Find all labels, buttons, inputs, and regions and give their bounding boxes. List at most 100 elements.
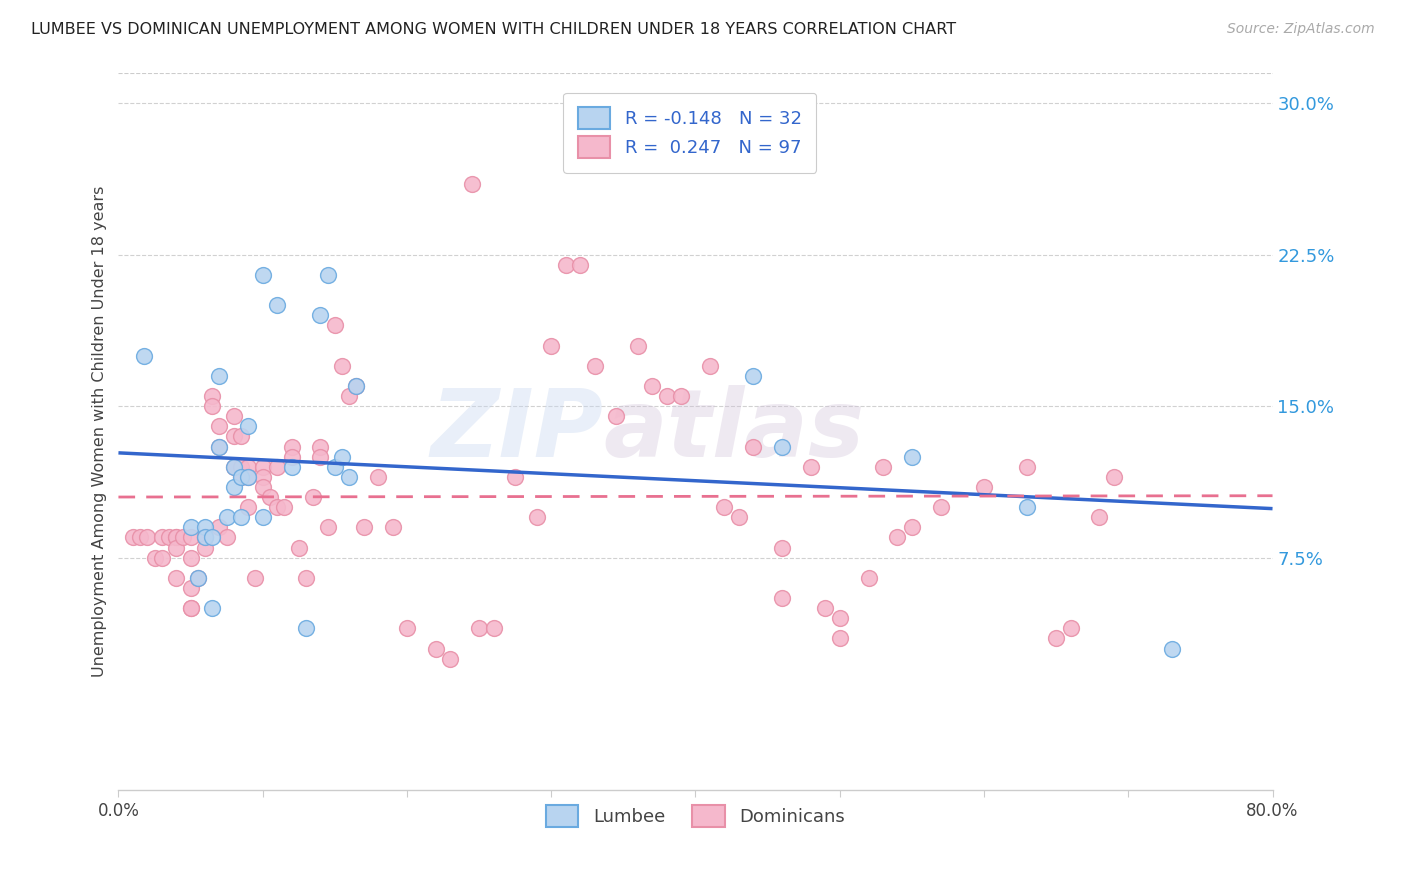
Point xyxy=(503,470,526,484)
Point xyxy=(468,621,491,635)
Point xyxy=(337,389,360,403)
Point xyxy=(187,571,209,585)
Point xyxy=(605,409,627,424)
Point xyxy=(194,541,217,555)
Point xyxy=(238,459,260,474)
Point xyxy=(929,500,952,515)
Point xyxy=(180,550,202,565)
Point xyxy=(309,440,332,454)
Point xyxy=(222,459,245,474)
Point xyxy=(208,440,231,454)
Point xyxy=(129,531,152,545)
Point xyxy=(266,298,288,312)
Point xyxy=(194,531,217,545)
Point xyxy=(259,490,281,504)
Point xyxy=(180,601,202,615)
Point xyxy=(901,450,924,464)
Point xyxy=(1045,632,1067,646)
Point xyxy=(346,379,368,393)
Point xyxy=(330,450,353,464)
Point xyxy=(280,459,302,474)
Point xyxy=(316,520,339,534)
Point xyxy=(266,500,288,515)
Point xyxy=(973,480,995,494)
Point xyxy=(165,571,187,585)
Point xyxy=(554,258,576,272)
Point xyxy=(252,268,274,282)
Point xyxy=(367,470,389,484)
Point xyxy=(569,258,592,272)
Text: atlas: atlas xyxy=(603,385,865,477)
Point xyxy=(461,177,484,191)
Point xyxy=(302,490,325,504)
Point xyxy=(641,379,664,393)
Point xyxy=(266,459,288,474)
Point xyxy=(252,480,274,494)
Point xyxy=(215,531,238,545)
Point xyxy=(172,531,194,545)
Point xyxy=(150,531,173,545)
Point xyxy=(828,632,851,646)
Point xyxy=(222,409,245,424)
Point xyxy=(136,531,159,545)
Point xyxy=(180,601,202,615)
Point xyxy=(316,268,339,282)
Point xyxy=(323,459,346,474)
Point xyxy=(180,531,202,545)
Point xyxy=(583,359,606,373)
Point xyxy=(201,531,224,545)
Y-axis label: Unemployment Among Women with Children Under 18 years: Unemployment Among Women with Children U… xyxy=(93,186,107,677)
Point xyxy=(229,470,252,484)
Point xyxy=(194,531,217,545)
Point xyxy=(280,450,302,464)
Point xyxy=(295,571,318,585)
Point xyxy=(353,520,375,534)
Point xyxy=(346,379,368,393)
Point xyxy=(143,550,166,565)
Point xyxy=(201,601,224,615)
Point xyxy=(245,571,267,585)
Point xyxy=(814,601,837,615)
Point xyxy=(238,470,260,484)
Point xyxy=(208,368,231,383)
Point xyxy=(858,571,880,585)
Point xyxy=(770,591,793,605)
Point xyxy=(238,419,260,434)
Point xyxy=(655,389,678,403)
Point xyxy=(337,470,360,484)
Point xyxy=(627,338,650,352)
Point xyxy=(1160,641,1182,656)
Point xyxy=(165,531,187,545)
Point xyxy=(180,520,202,534)
Point xyxy=(727,510,749,524)
Point xyxy=(252,470,274,484)
Point xyxy=(215,510,238,524)
Point xyxy=(1059,621,1081,635)
Point xyxy=(439,651,461,665)
Point xyxy=(540,338,562,352)
Point xyxy=(194,520,217,534)
Point xyxy=(150,550,173,565)
Point xyxy=(287,541,309,555)
Point xyxy=(309,309,332,323)
Point xyxy=(699,359,721,373)
Text: LUMBEE VS DOMINICAN UNEMPLOYMENT AMONG WOMEN WITH CHILDREN UNDER 18 YEARS CORREL: LUMBEE VS DOMINICAN UNEMPLOYMENT AMONG W… xyxy=(31,22,956,37)
Point xyxy=(229,459,252,474)
Point xyxy=(238,500,260,515)
Point xyxy=(157,531,180,545)
Point xyxy=(1017,500,1039,515)
Point xyxy=(381,520,404,534)
Point xyxy=(901,520,924,534)
Point xyxy=(165,531,187,545)
Point xyxy=(742,440,765,454)
Text: ZIP: ZIP xyxy=(430,385,603,477)
Point xyxy=(222,429,245,443)
Point xyxy=(295,621,318,635)
Point xyxy=(208,520,231,534)
Point xyxy=(134,349,156,363)
Point xyxy=(229,510,252,524)
Point xyxy=(252,510,274,524)
Point xyxy=(1017,459,1039,474)
Point xyxy=(770,541,793,555)
Point xyxy=(180,581,202,595)
